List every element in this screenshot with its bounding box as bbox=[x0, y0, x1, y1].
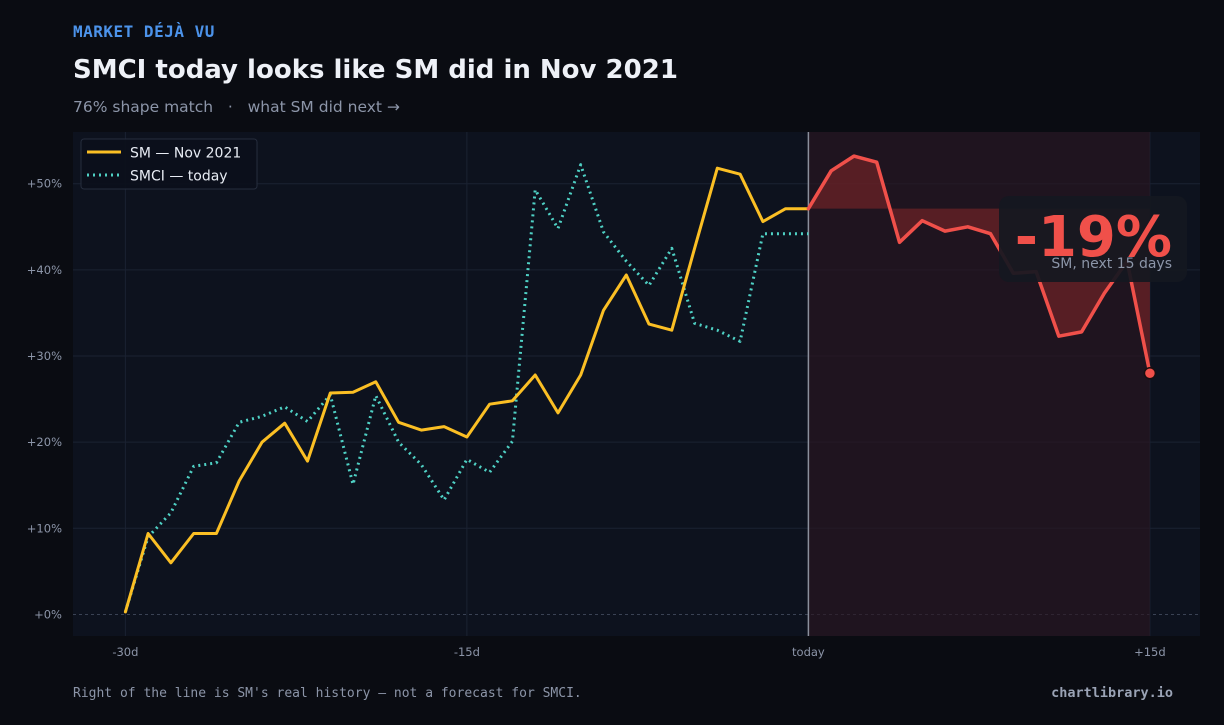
x-tick-label: +15d bbox=[1134, 645, 1166, 659]
subtitle: 76% shape match · what SM did next → bbox=[73, 98, 400, 116]
series-line-smci bbox=[123, 163, 809, 613]
x-tick-label: -30d bbox=[112, 645, 138, 659]
callout-box: -19% SM, next 15 days bbox=[999, 196, 1187, 282]
y-tick-label: +0% bbox=[34, 607, 62, 621]
page-title: SMCI today looks like SM did in Nov 2021 bbox=[73, 55, 678, 85]
footnote: Right of the line is SM's real history —… bbox=[73, 686, 582, 701]
callout-value: -19% bbox=[1015, 205, 1172, 270]
series-line-sm-forward bbox=[806, 154, 1152, 375]
axis-tick-labels: +0% +10% +20% +30% +40% +50% -30d -15d today +15d bbox=[27, 177, 1166, 659]
y-tick-label: +40% bbox=[27, 263, 62, 277]
y-tick-label: +30% bbox=[27, 349, 62, 363]
callout-label: SM, next 15 days bbox=[1051, 256, 1172, 272]
legend-label-sm: SM — Nov 2021 bbox=[130, 146, 241, 162]
chart-legend: SM — Nov 2021 SMCI — today bbox=[80, 138, 258, 190]
x-tick-label: -15d bbox=[454, 645, 480, 659]
legend-label-smci: SMCI — today bbox=[130, 169, 228, 185]
y-tick-label: +20% bbox=[27, 435, 62, 449]
y-tick-label: +50% bbox=[27, 177, 62, 191]
brand-link[interactable]: chartlibrary.io bbox=[1051, 685, 1173, 701]
series-lines bbox=[123, 154, 1157, 614]
series-line-sm bbox=[123, 166, 810, 614]
y-tick-label: +10% bbox=[27, 521, 62, 535]
kicker-label: MARKET DÉJÀ VU bbox=[73, 22, 215, 41]
forward-end-point bbox=[1143, 366, 1157, 380]
x-tick-label: today bbox=[792, 645, 825, 659]
